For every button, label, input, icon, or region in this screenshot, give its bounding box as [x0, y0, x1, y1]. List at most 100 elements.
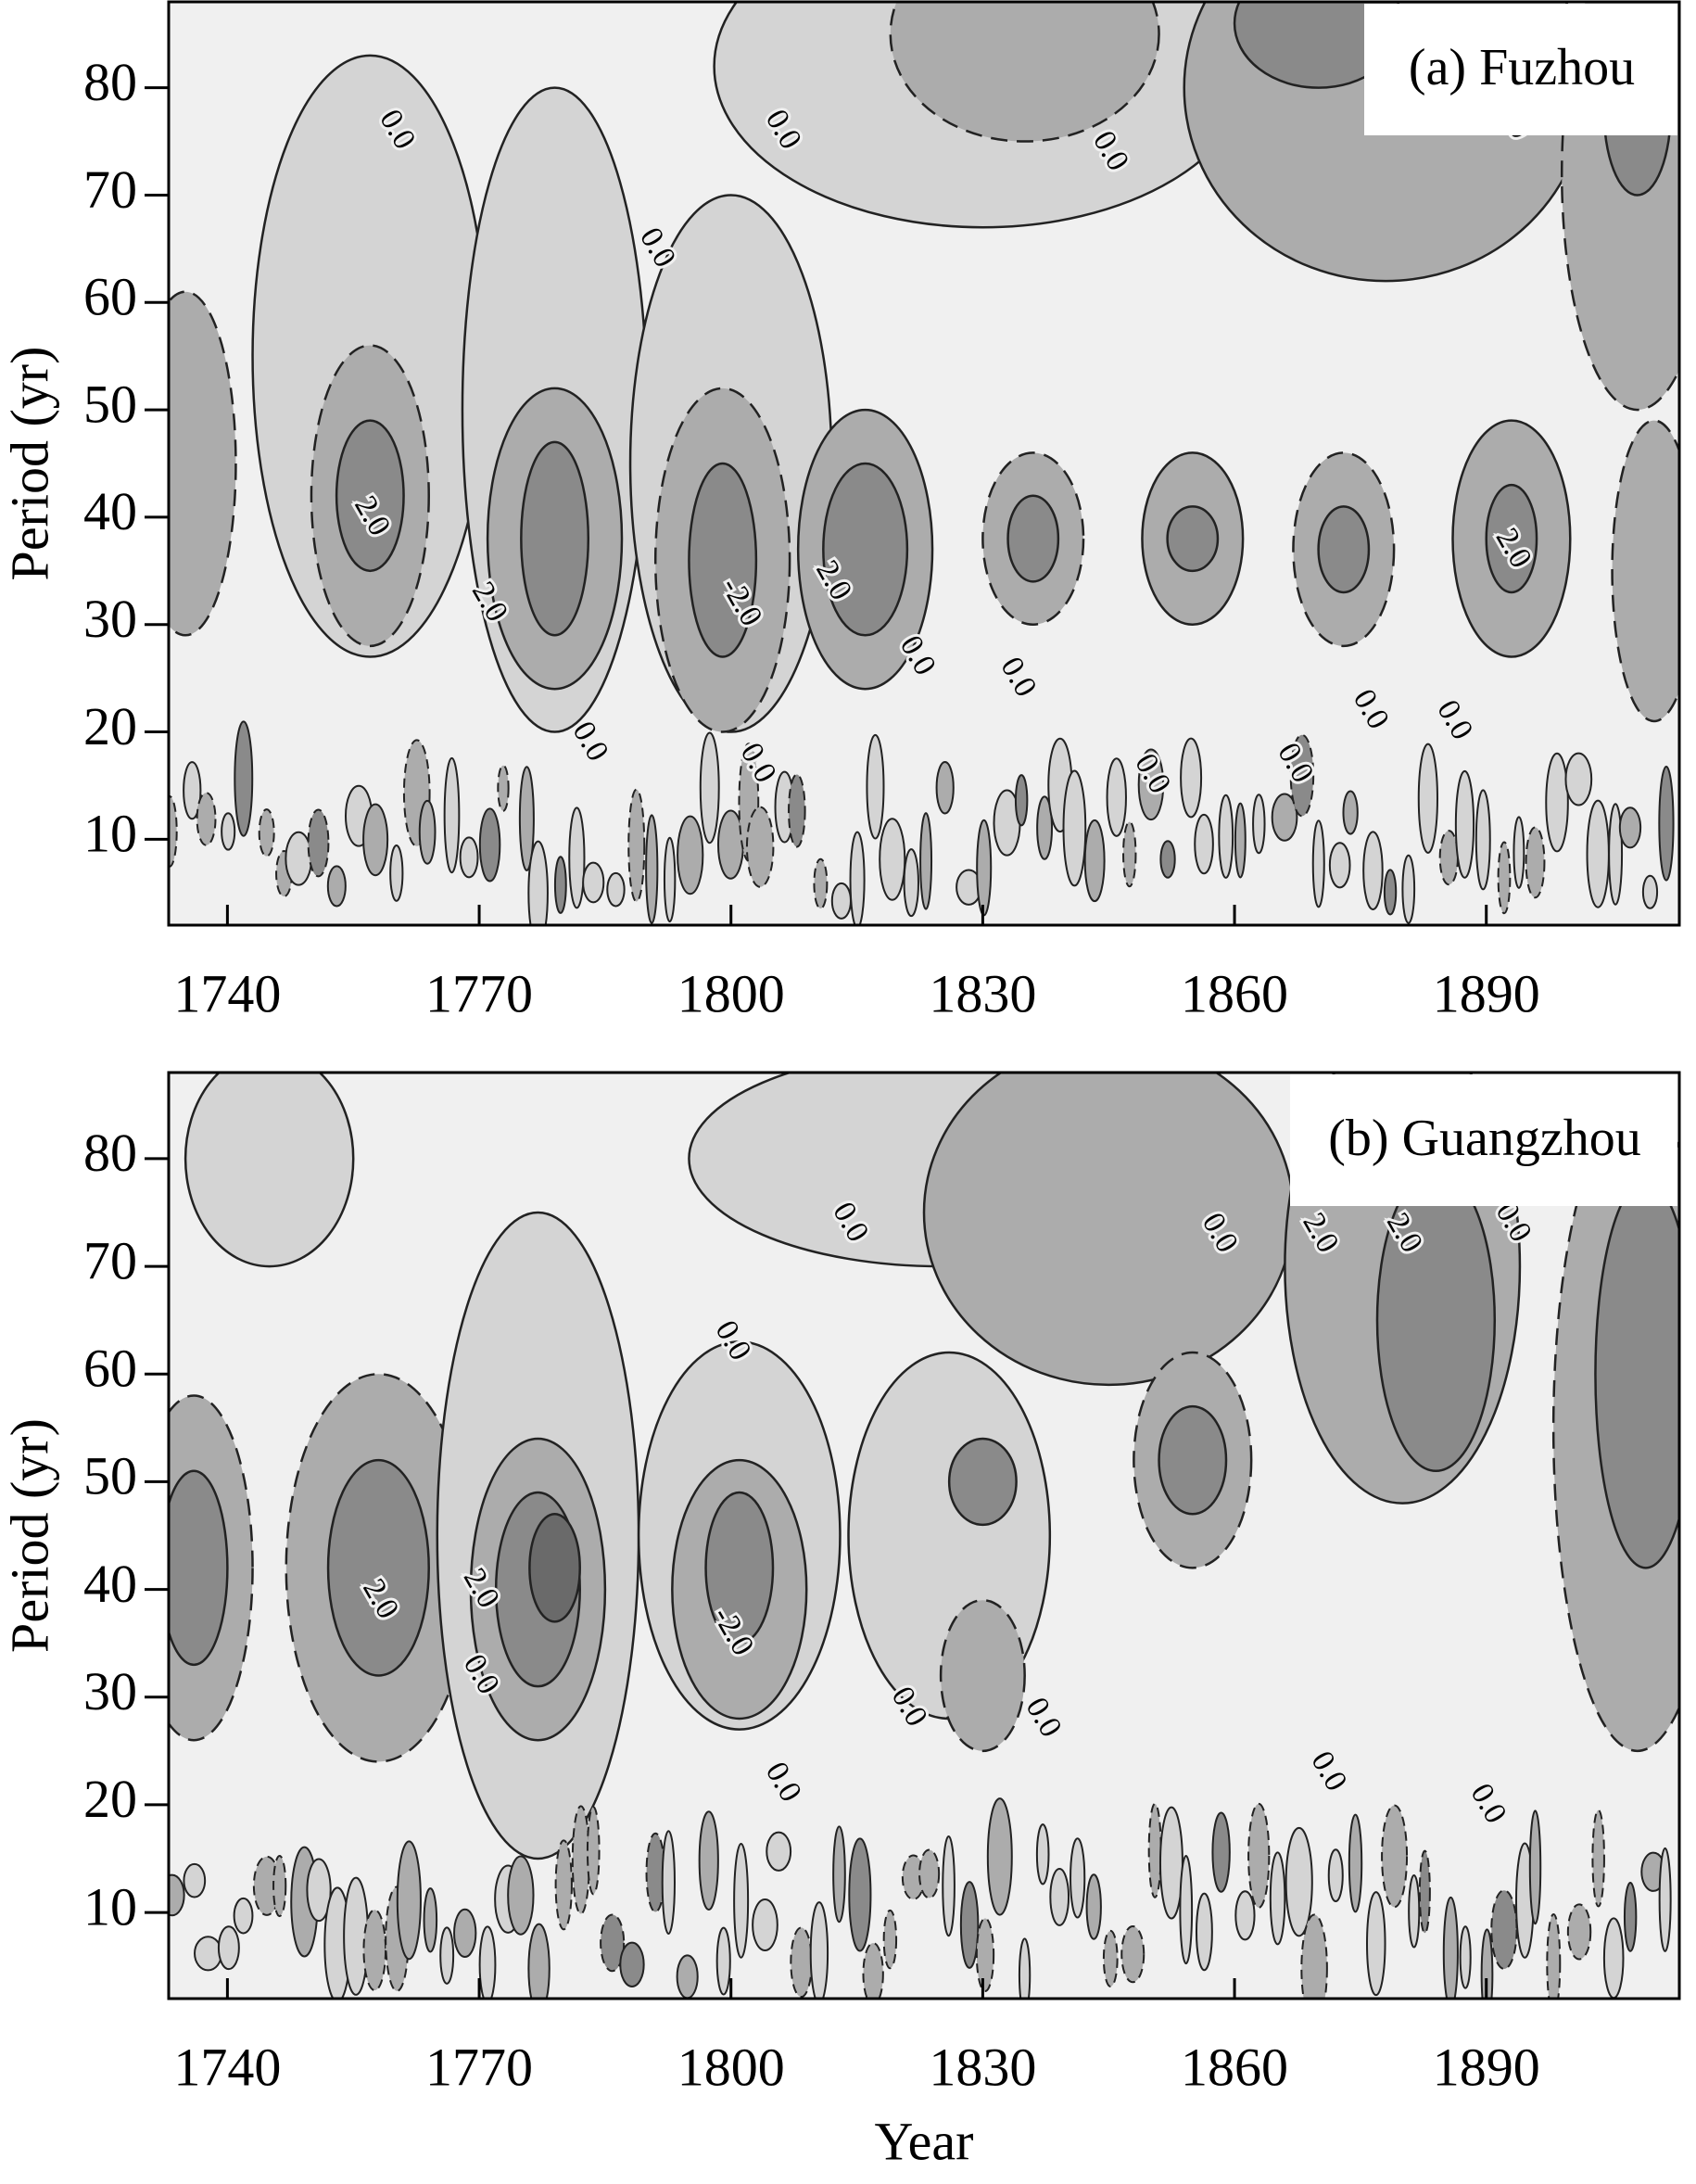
contour-region — [1366, 1891, 1386, 1997]
contour-region — [677, 815, 704, 895]
contour-region — [1490, 1889, 1518, 1970]
x-tick-label: 1770 — [425, 963, 533, 1023]
contour-region — [1545, 752, 1569, 853]
contour-region — [849, 831, 866, 925]
y-tick-label: 50 — [83, 1446, 137, 1506]
contour-region — [1641, 874, 1659, 909]
contour-region — [497, 764, 510, 812]
contour-region — [527, 840, 549, 925]
contour-region — [343, 1876, 370, 1996]
contour-region — [1122, 820, 1137, 888]
contour-region — [882, 1909, 898, 1970]
x-tick-label: 1740 — [173, 2037, 281, 2097]
y-tick-label: 20 — [83, 696, 137, 756]
contour-region — [1166, 505, 1220, 573]
contour-region — [1618, 806, 1642, 849]
contour-region — [788, 773, 806, 848]
contour-region — [698, 1810, 719, 1911]
contour-region — [676, 1954, 699, 1999]
contour-region — [1317, 505, 1371, 594]
contour-region — [903, 848, 919, 918]
contour-region — [1247, 1802, 1271, 1909]
contour-region — [1594, 1178, 1679, 1569]
contour-region — [1179, 1855, 1194, 1965]
y-tick-label: 60 — [83, 267, 137, 327]
contour-region — [1159, 840, 1176, 879]
contour-region — [326, 1458, 430, 1677]
contour-region — [1311, 819, 1325, 908]
contour-region — [1211, 1811, 1231, 1893]
contour-region — [947, 1437, 1018, 1527]
contour-region — [554, 1839, 573, 1931]
contour-region — [1289, 733, 1315, 818]
contour-region — [832, 1825, 846, 1924]
contour-region — [518, 766, 535, 871]
contour-region — [423, 1887, 438, 1953]
contour-region — [1608, 803, 1624, 906]
contour-region — [1062, 769, 1087, 887]
contour-region — [663, 836, 677, 923]
contour-region — [362, 803, 389, 877]
contour-region — [217, 1925, 240, 1971]
contour-region — [1480, 1928, 1494, 1999]
contour-region — [1014, 774, 1029, 827]
contour-region — [600, 1913, 626, 1973]
contour-region — [553, 856, 567, 914]
contour-region — [606, 871, 626, 908]
y-tick-label: 40 — [83, 481, 137, 541]
contour-region — [848, 1837, 872, 1952]
contour-region — [439, 1926, 455, 1985]
contour-region — [1006, 494, 1060, 583]
x-tick-label: 1740 — [173, 963, 281, 1023]
contour-region — [1381, 1804, 1409, 1909]
contour-region — [1362, 831, 1384, 910]
contour-region — [1252, 794, 1266, 855]
contour-region — [986, 1797, 1013, 1916]
contour-region — [1602, 1917, 1625, 1999]
contour-region — [586, 1806, 601, 1896]
contour-region — [1658, 765, 1675, 882]
x-tick-label: 1890 — [1433, 2037, 1540, 2097]
contour-region — [1528, 1809, 1542, 1925]
contour-region — [1234, 1890, 1256, 1941]
contour-region — [1418, 1849, 1431, 1935]
contour-region — [459, 836, 479, 879]
contour-region — [715, 1926, 731, 1996]
contour-region — [976, 819, 993, 917]
contour-region — [335, 419, 405, 573]
contour-region — [362, 1909, 387, 1992]
contour-region — [1658, 1847, 1672, 1952]
contour-region — [306, 1858, 332, 1923]
contour-region — [527, 1923, 551, 1999]
contour-region — [443, 756, 461, 874]
contour-region — [745, 806, 775, 888]
y-axis-label: Period (yr) — [0, 347, 59, 581]
contour-region — [1438, 830, 1459, 886]
contour-region — [221, 812, 236, 851]
contour-region — [184, 1073, 355, 1268]
contour-region — [1069, 1837, 1086, 1919]
contour-region — [699, 731, 720, 844]
contour-region — [307, 808, 330, 878]
contour-region — [813, 857, 829, 910]
contour-region — [1083, 819, 1106, 903]
x-tick-label: 1770 — [425, 2037, 533, 2097]
contour-region — [1327, 1848, 1344, 1903]
contour-region — [528, 1513, 581, 1623]
contour-region — [1342, 790, 1359, 835]
contour-region — [196, 792, 217, 846]
contour-region — [889, 2, 1160, 143]
contour-region — [1300, 1913, 1328, 1999]
contour-region — [582, 861, 605, 904]
contour-region — [645, 814, 659, 924]
y-tick-label: 70 — [83, 1230, 137, 1290]
contour-region — [1106, 757, 1127, 837]
contour-region — [169, 290, 237, 637]
contour-region — [1586, 799, 1610, 908]
contour-region — [1611, 419, 1679, 723]
contour-region — [1147, 1802, 1162, 1898]
contour-region — [1036, 795, 1054, 860]
x-tick-label: 1830 — [929, 2037, 1036, 2097]
contour-region — [1564, 752, 1593, 806]
